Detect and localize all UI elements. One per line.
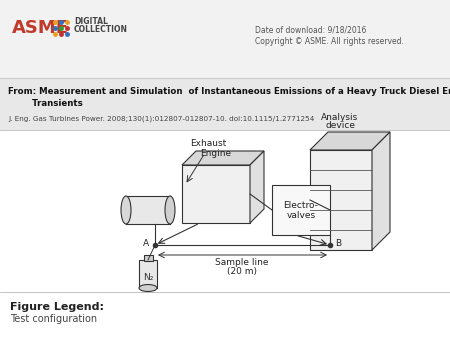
Text: From: Measurement and Simulation  of Instantaneous Emissions of a Heavy Truck Di: From: Measurement and Simulation of Inst… <box>8 88 450 97</box>
Text: COLLECTION: COLLECTION <box>74 25 128 34</box>
Bar <box>0 78 450 130</box>
Polygon shape <box>310 132 390 150</box>
Text: Analysis: Analysis <box>321 113 359 122</box>
Text: ASME: ASME <box>12 19 69 37</box>
Bar <box>0 0 450 78</box>
Text: J. Eng. Gas Turbines Power. 2008;130(1):012807-012807-10. doi:10.1115/1.2771254: J. Eng. Gas Turbines Power. 2008;130(1):… <box>8 116 315 122</box>
Text: Sample line: Sample line <box>215 258 269 267</box>
Polygon shape <box>182 151 264 165</box>
Text: B: B <box>335 239 341 247</box>
Bar <box>272 185 330 235</box>
Text: DIGITAL: DIGITAL <box>74 18 108 26</box>
Polygon shape <box>372 132 390 250</box>
Text: Copyright © ASME. All rights reserved.: Copyright © ASME. All rights reserved. <box>255 38 404 47</box>
Bar <box>182 165 250 223</box>
Text: A: A <box>143 239 149 247</box>
Ellipse shape <box>121 196 131 224</box>
Text: Figure Legend:: Figure Legend: <box>10 302 104 312</box>
Text: Date of download: 9/18/2016: Date of download: 9/18/2016 <box>255 25 366 34</box>
Bar <box>139 260 157 288</box>
Bar <box>144 255 153 261</box>
Ellipse shape <box>139 285 157 291</box>
Bar <box>126 196 170 224</box>
Text: N₂: N₂ <box>143 273 153 283</box>
Text: Exhaust: Exhaust <box>190 139 226 148</box>
Text: Transients: Transients <box>8 99 83 108</box>
Text: Engine: Engine <box>200 149 232 158</box>
Text: (20 m): (20 m) <box>227 267 257 276</box>
Text: Electro-: Electro- <box>284 201 319 211</box>
Text: Test configuration: Test configuration <box>10 314 97 324</box>
Ellipse shape <box>165 196 175 224</box>
Text: device: device <box>325 121 355 130</box>
Polygon shape <box>250 151 264 223</box>
Bar <box>310 150 372 250</box>
Text: valves: valves <box>287 212 315 220</box>
